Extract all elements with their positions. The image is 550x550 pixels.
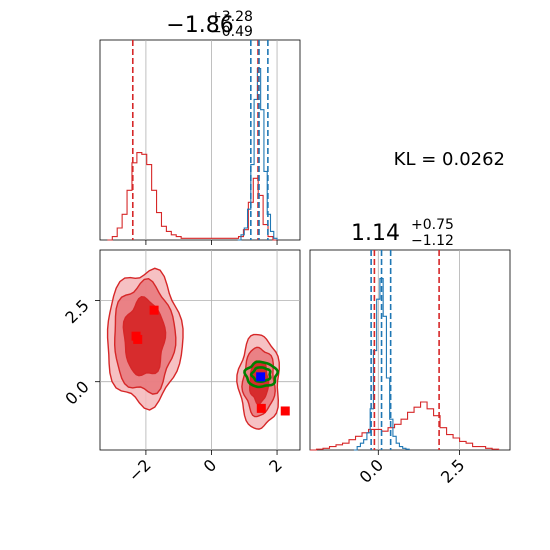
green-contour-0-level-0: [249, 366, 272, 383]
top-left-hist-series-0: [107, 152, 278, 241]
bottom-right-hist-series-1: [353, 278, 410, 451]
bottom-right-hist-series-0: [310, 401, 500, 451]
bl-ytick-label-1: 2.5: [61, 296, 92, 327]
green-contour-0-level-1: [243, 360, 279, 389]
top-left-title-main: −1.86: [166, 13, 233, 38]
br-xtick-label-1: 2.5: [437, 455, 468, 486]
top-left-title-sub: −0.49: [210, 24, 253, 40]
bottom-left-panel: [99, 249, 301, 451]
red-contour-0-level-0: [122, 295, 167, 377]
bottom-left-frame: [99, 249, 301, 451]
top-left-panel: [99, 39, 301, 241]
top-left-title-sup: +3.28: [210, 9, 253, 25]
bl-ytick-label-0: 0.0: [61, 377, 92, 408]
marker-2: [149, 305, 159, 315]
br-xtick-label-0: 0.0: [356, 455, 387, 486]
top-left-frame: [99, 39, 301, 241]
marker-5: [256, 372, 266, 382]
chart-marks: −2 0 2 0.0 2.5 0.0 2.5: [61, 40, 500, 487]
bl-xtick-label-2: 2: [265, 455, 286, 476]
bl-xtick-label-0: −2: [125, 455, 155, 485]
bl-xtick-label-1: 0: [200, 455, 221, 476]
marker-4: [280, 406, 290, 416]
top-left-title: −1.86: [166, 13, 233, 38]
bottom-right-title-sub: −1.12: [411, 233, 454, 249]
marker-1: [131, 331, 141, 341]
bottom-right-title-main: 1.14: [351, 221, 400, 246]
bottom-right-frame: [309, 249, 511, 451]
bottom-right-title-sup: +0.75: [411, 217, 454, 233]
kl-label: KL = 0.0262: [394, 149, 505, 170]
bottom-right-panel: [309, 249, 511, 451]
marker-3: [256, 403, 266, 413]
